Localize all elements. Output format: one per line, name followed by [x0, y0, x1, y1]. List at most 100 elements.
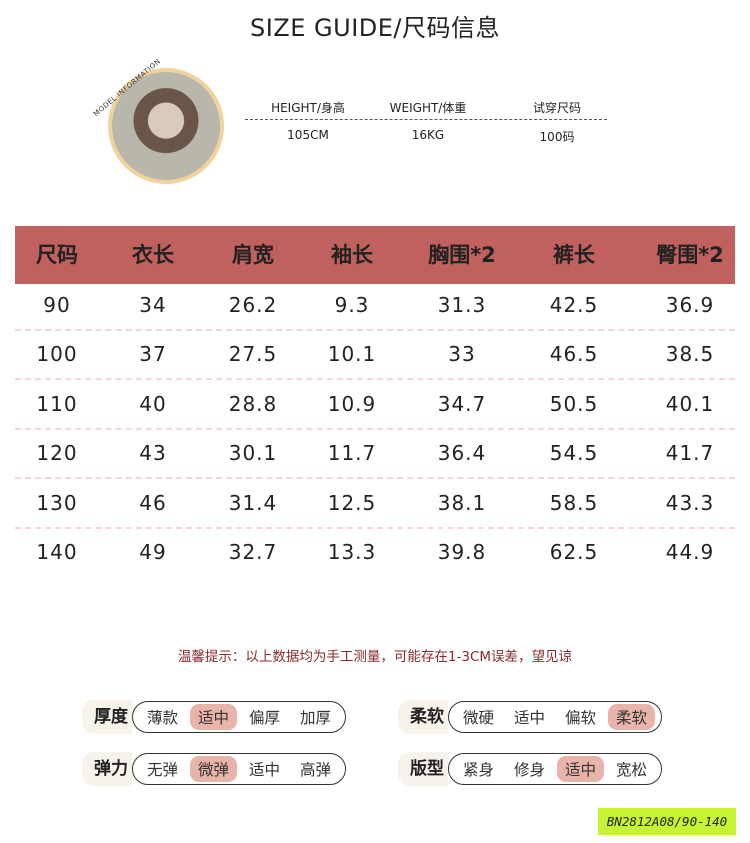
table-cell: 36.4: [437, 441, 487, 466]
table-cell: 54.5: [549, 441, 599, 466]
attribute-option: 偏软: [565, 709, 597, 727]
table-cell: 40.1: [665, 391, 715, 416]
attribute-group: 弹力 无弹 微弹 适中 高弹: [82, 752, 347, 786]
table-cell: 40: [139, 391, 167, 416]
attribute-option: 修身: [514, 761, 546, 779]
table-cell: 140: [36, 540, 78, 564]
attribute-scale: 紧身 修身 适中 宽松: [448, 753, 663, 785]
table-cell: 34.7: [437, 391, 487, 416]
table-cell: 32.7: [228, 540, 278, 564]
table-row: 100 37 27.5 10.1 33 46.5 38.5: [15, 330, 735, 379]
table-cell: 11.7: [327, 441, 377, 466]
attribute-scale: 微硬 适中 偏软 柔软: [448, 701, 663, 733]
table-cell: 130: [36, 490, 78, 515]
column-header: 袖长: [331, 243, 373, 267]
table-cell: 34: [139, 293, 167, 317]
row-divider: [15, 329, 735, 331]
column-header: 裤长: [553, 243, 595, 267]
attribute-option: 紧身: [463, 761, 495, 779]
table-cell: 38.5: [665, 342, 715, 367]
table-cell: 33: [448, 342, 476, 367]
table-cell: 9.3: [334, 293, 370, 317]
table-cell: 12.5: [327, 490, 377, 515]
attribute-option: 无弹: [147, 761, 179, 779]
attribute-option-selected: 柔软: [608, 704, 656, 730]
attribute-label: 柔软: [398, 700, 448, 734]
row-divider: [15, 477, 735, 480]
model-photo: [108, 68, 224, 184]
attribute-group: 厚度 薄款 适中 偏厚 加厚: [82, 700, 347, 734]
table-cell: 46: [139, 490, 167, 515]
attribute-option: 加厚: [300, 709, 332, 727]
attribute-option-selected: 适中: [557, 756, 605, 782]
model-weight-value: 16KG: [411, 128, 445, 142]
model-height-value: 105CM: [287, 128, 329, 142]
product-code-sticker: BN2812A08/90-140: [598, 808, 736, 835]
attribute-option: 适中: [249, 761, 281, 779]
table-cell: 36.9: [665, 293, 715, 317]
model-height-header: HEIGHT/身高: [271, 101, 345, 115]
column-header: 臀围*2: [656, 243, 724, 267]
table-cell: 58.5: [549, 490, 599, 515]
page-title: SIZE GUIDE/尺码信息: [249, 14, 501, 42]
table-cell: 37: [139, 342, 167, 367]
table-cell: 31.3: [437, 293, 487, 317]
model-weight-header: WEIGHT/体重: [389, 101, 467, 115]
row-divider: [15, 427, 735, 430]
table-cell: 10.1: [327, 342, 377, 367]
table-cell: 30.1: [228, 441, 278, 466]
table-cell: 46.5: [549, 342, 599, 367]
table-cell: 31.4: [228, 490, 278, 515]
table-cell: 100: [36, 342, 78, 367]
attribute-scale: 无弹 微弹 适中 高弹: [132, 753, 347, 785]
table-header: 尺码 衣长 肩宽 袖长 胸围*2 裤长 臀围*2: [15, 226, 735, 284]
table-cell: 50.5: [549, 391, 599, 416]
column-header: 肩宽: [232, 243, 274, 267]
table-cell: 120: [36, 441, 78, 466]
attribute-option: 适中: [514, 709, 546, 727]
table-cell: 13.3: [327, 540, 377, 564]
column-header: 衣长: [132, 243, 174, 267]
model-size-header: 试穿尺码: [532, 101, 581, 115]
table-row: 140 49 32.7 13.3 39.8 62.5 44.9: [15, 528, 735, 577]
table-row: 130 46 31.4 12.5 38.1 58.5 43.3: [15, 479, 735, 528]
table-cell: 10.9: [327, 391, 377, 416]
attribute-option-selected: 微弹: [190, 756, 238, 782]
attribute-option: 微硬: [463, 709, 495, 727]
table-cell: 43: [139, 441, 167, 466]
divider: [245, 119, 607, 120]
table-cell: 38.1: [437, 490, 487, 515]
measurement-note: 温馨提示：以上数据均为手工测量，可能存在1-3CM误差，望见谅: [177, 649, 573, 665]
table-cell: 90: [43, 293, 71, 317]
attribute-option: 高弹: [300, 761, 332, 779]
attribute-label: 厚度: [82, 700, 132, 734]
attribute-option: 薄款: [147, 709, 179, 727]
table-cell: 28.8: [228, 391, 278, 416]
table-row: 110 40 28.8 10.9 34.7 50.5 40.1: [15, 380, 735, 429]
attribute-group: 版型 紧身 修身 适中 宽松: [398, 752, 663, 786]
row-divider: [15, 378, 735, 381]
column-header: 胸围*2: [428, 243, 496, 267]
column-header: 尺码: [36, 243, 78, 267]
table-cell: 110: [36, 391, 78, 416]
table-cell: 42.5: [549, 293, 599, 317]
table-cell: 26.2: [228, 293, 278, 317]
attribute-label: 版型: [398, 752, 448, 786]
model-size-value: 100码: [539, 130, 575, 144]
table-cell: 43.3: [665, 490, 715, 515]
table-cell: 62.5: [549, 540, 599, 564]
table-cell: 41.7: [665, 441, 715, 466]
table-row: 90 34 26.2 9.3 31.3 42.5 36.9: [15, 281, 735, 330]
attribute-label: 弹力: [82, 752, 132, 786]
attribute-scale: 薄款 适中 偏厚 加厚: [132, 701, 347, 733]
table-cell: 39.8: [437, 540, 487, 564]
attribute-group: 柔软 微硬 适中 偏软 柔软: [398, 700, 663, 734]
row-divider: [15, 526, 735, 529]
table-cell: 49: [139, 540, 167, 564]
attribute-option-selected: 适中: [190, 704, 238, 730]
table-row: 120 43 30.1 11.7 36.4 54.5 41.7: [15, 429, 735, 478]
attribute-option: 宽松: [616, 761, 648, 779]
table-cell: 27.5: [228, 342, 278, 367]
attribute-option: 偏厚: [249, 709, 281, 727]
